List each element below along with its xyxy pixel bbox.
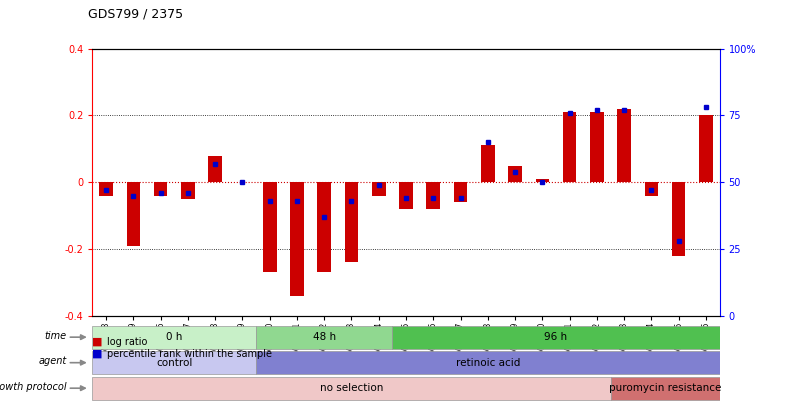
- Bar: [480, 145, 494, 182]
- Text: 0 h: 0 h: [166, 332, 182, 342]
- Text: percentile rank within the sample: percentile rank within the sample: [107, 349, 271, 359]
- Text: log ratio: log ratio: [107, 337, 147, 347]
- Bar: [644, 182, 658, 196]
- Bar: [617, 109, 630, 182]
- Bar: [671, 182, 685, 256]
- Bar: [372, 182, 385, 196]
- Text: control: control: [156, 358, 192, 368]
- FancyBboxPatch shape: [92, 326, 255, 349]
- Bar: [181, 182, 194, 199]
- Bar: [426, 182, 439, 209]
- Text: time: time: [44, 331, 67, 341]
- Text: retinoic acid: retinoic acid: [455, 358, 520, 368]
- Text: 48 h: 48 h: [312, 332, 336, 342]
- Text: puromycin resistance: puromycin resistance: [608, 383, 720, 393]
- Bar: [399, 182, 412, 209]
- Text: agent: agent: [39, 356, 67, 367]
- Bar: [453, 182, 467, 202]
- Bar: [535, 179, 548, 182]
- Bar: [344, 182, 358, 262]
- Bar: [126, 182, 140, 246]
- Text: ■: ■: [92, 337, 103, 347]
- FancyBboxPatch shape: [92, 351, 255, 374]
- Bar: [263, 182, 276, 273]
- FancyBboxPatch shape: [609, 377, 719, 400]
- FancyBboxPatch shape: [255, 351, 719, 374]
- Bar: [208, 156, 222, 182]
- Text: ■: ■: [92, 349, 103, 359]
- Bar: [507, 166, 521, 182]
- Bar: [99, 182, 112, 196]
- Bar: [290, 182, 304, 296]
- FancyBboxPatch shape: [392, 326, 719, 349]
- Bar: [699, 115, 712, 182]
- Bar: [317, 182, 331, 273]
- FancyBboxPatch shape: [92, 377, 609, 400]
- Text: no selection: no selection: [320, 383, 383, 393]
- Text: 96 h: 96 h: [544, 332, 567, 342]
- Text: GDS799 / 2375: GDS799 / 2375: [88, 7, 183, 20]
- FancyBboxPatch shape: [255, 326, 392, 349]
- Bar: [562, 112, 576, 182]
- Bar: [589, 112, 603, 182]
- Text: growth protocol: growth protocol: [0, 382, 67, 392]
- Bar: [153, 182, 167, 196]
